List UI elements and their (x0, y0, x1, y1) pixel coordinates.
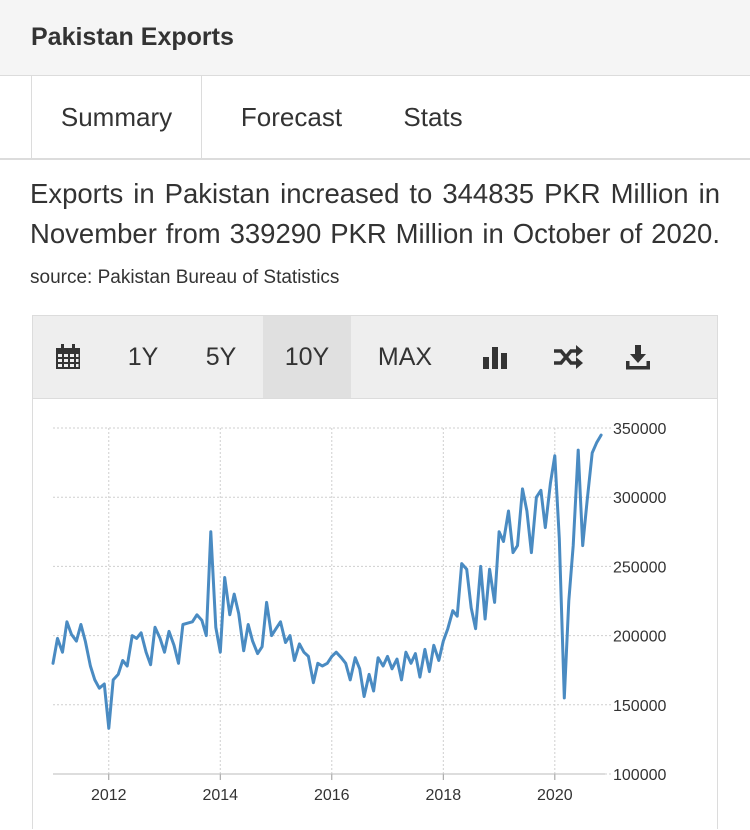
bar-chart-button[interactable] (473, 316, 517, 398)
exports-series-line (51, 433, 603, 730)
tab-summary[interactable]: Summary (31, 76, 202, 158)
download-button[interactable] (615, 316, 661, 398)
range-10y-label: 10Y (284, 342, 330, 371)
source-text: source: Pakistan Bureau of Statistics (30, 267, 340, 288)
tab-bar: Summary Forecast Stats (0, 76, 750, 160)
download-icon (626, 345, 650, 370)
y-tick-label: 300000 (613, 490, 666, 507)
y-tick-label: 100000 (613, 767, 666, 784)
range-max-label: MAX (377, 342, 433, 371)
range-1y-button[interactable]: 1Y (113, 316, 173, 398)
calendar-button[interactable] (45, 316, 91, 398)
range-1y-label: 1Y (127, 342, 159, 371)
y-tick-label: 250000 (613, 559, 666, 576)
tab-stats[interactable]: Stats (385, 76, 481, 158)
summary-paragraph: Exports in Pakistan increased to 344835 … (30, 174, 720, 298)
x-tick-label: 2012 (91, 787, 127, 804)
exports-line-chart: 350000 300000 250000 200000 150000 100000 2012… (51, 421, 666, 804)
bar-chart-icon (483, 347, 507, 369)
chart-toolbar: 1Y 5Y 10Y MAX (33, 316, 717, 399)
y-tick-label: 150000 (613, 698, 666, 715)
tab-forecast[interactable]: Forecast (220, 76, 363, 158)
range-max-button[interactable]: MAX (367, 316, 443, 398)
tab-stats-label: Stats (403, 101, 463, 132)
x-tick-label: 2018 (426, 787, 462, 804)
compare-button[interactable] (543, 316, 593, 398)
range-10y-button[interactable]: 10Y (263, 316, 351, 398)
tab-summary-label: Summary (60, 101, 173, 132)
x-tick-label: 2014 (202, 787, 238, 804)
shuffle-icon (554, 345, 583, 369)
tab-forecast-label: Forecast (240, 101, 343, 132)
x-tick-label: 2020 (537, 787, 573, 804)
range-5y-label: 5Y (205, 342, 237, 371)
panel-header: Pakistan Exports (0, 0, 750, 76)
y-tick-label: 350000 (613, 421, 666, 438)
range-5y-button[interactable]: 5Y (191, 316, 251, 398)
calendar-icon (56, 344, 80, 369)
chart-panel: 1Y 5Y 10Y MAX (32, 315, 718, 829)
summary-text: Exports in Pakistan increased to 344835 … (30, 178, 720, 249)
y-tick-label: 200000 (613, 629, 666, 646)
panel-title: Pakistan Exports (31, 23, 234, 51)
x-tick-label: 2016 (314, 787, 350, 804)
